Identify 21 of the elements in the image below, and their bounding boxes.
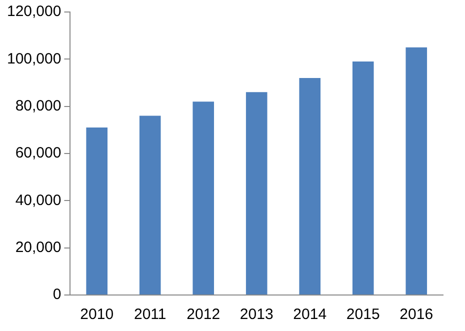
y-tick-label: 100,000 — [6, 50, 62, 68]
y-tick-label: 20,000 — [15, 238, 62, 256]
bar — [299, 78, 321, 294]
bar — [192, 102, 214, 294]
x-tick-label: 2013 — [240, 306, 274, 324]
bar — [352, 62, 374, 294]
y-tick-label: 120,000 — [6, 3, 62, 20]
bar — [86, 128, 108, 294]
bar — [246, 92, 268, 294]
x-tick-label: 2014 — [293, 306, 327, 324]
x-tick-label: 2011 — [134, 306, 166, 324]
bar — [139, 116, 161, 294]
bar — [406, 47, 428, 294]
y-tick-label: 0 — [52, 286, 62, 304]
y-tick-label: 60,000 — [15, 144, 62, 162]
x-tick-label: 2010 — [80, 306, 114, 324]
y-tick-label: 40,000 — [15, 192, 62, 209]
x-tick-label: 2015 — [346, 306, 380, 324]
x-tick-label: 2016 — [400, 306, 434, 324]
y-tick-label: 80,000 — [15, 97, 62, 114]
x-tick-label: 2012 — [186, 306, 220, 324]
